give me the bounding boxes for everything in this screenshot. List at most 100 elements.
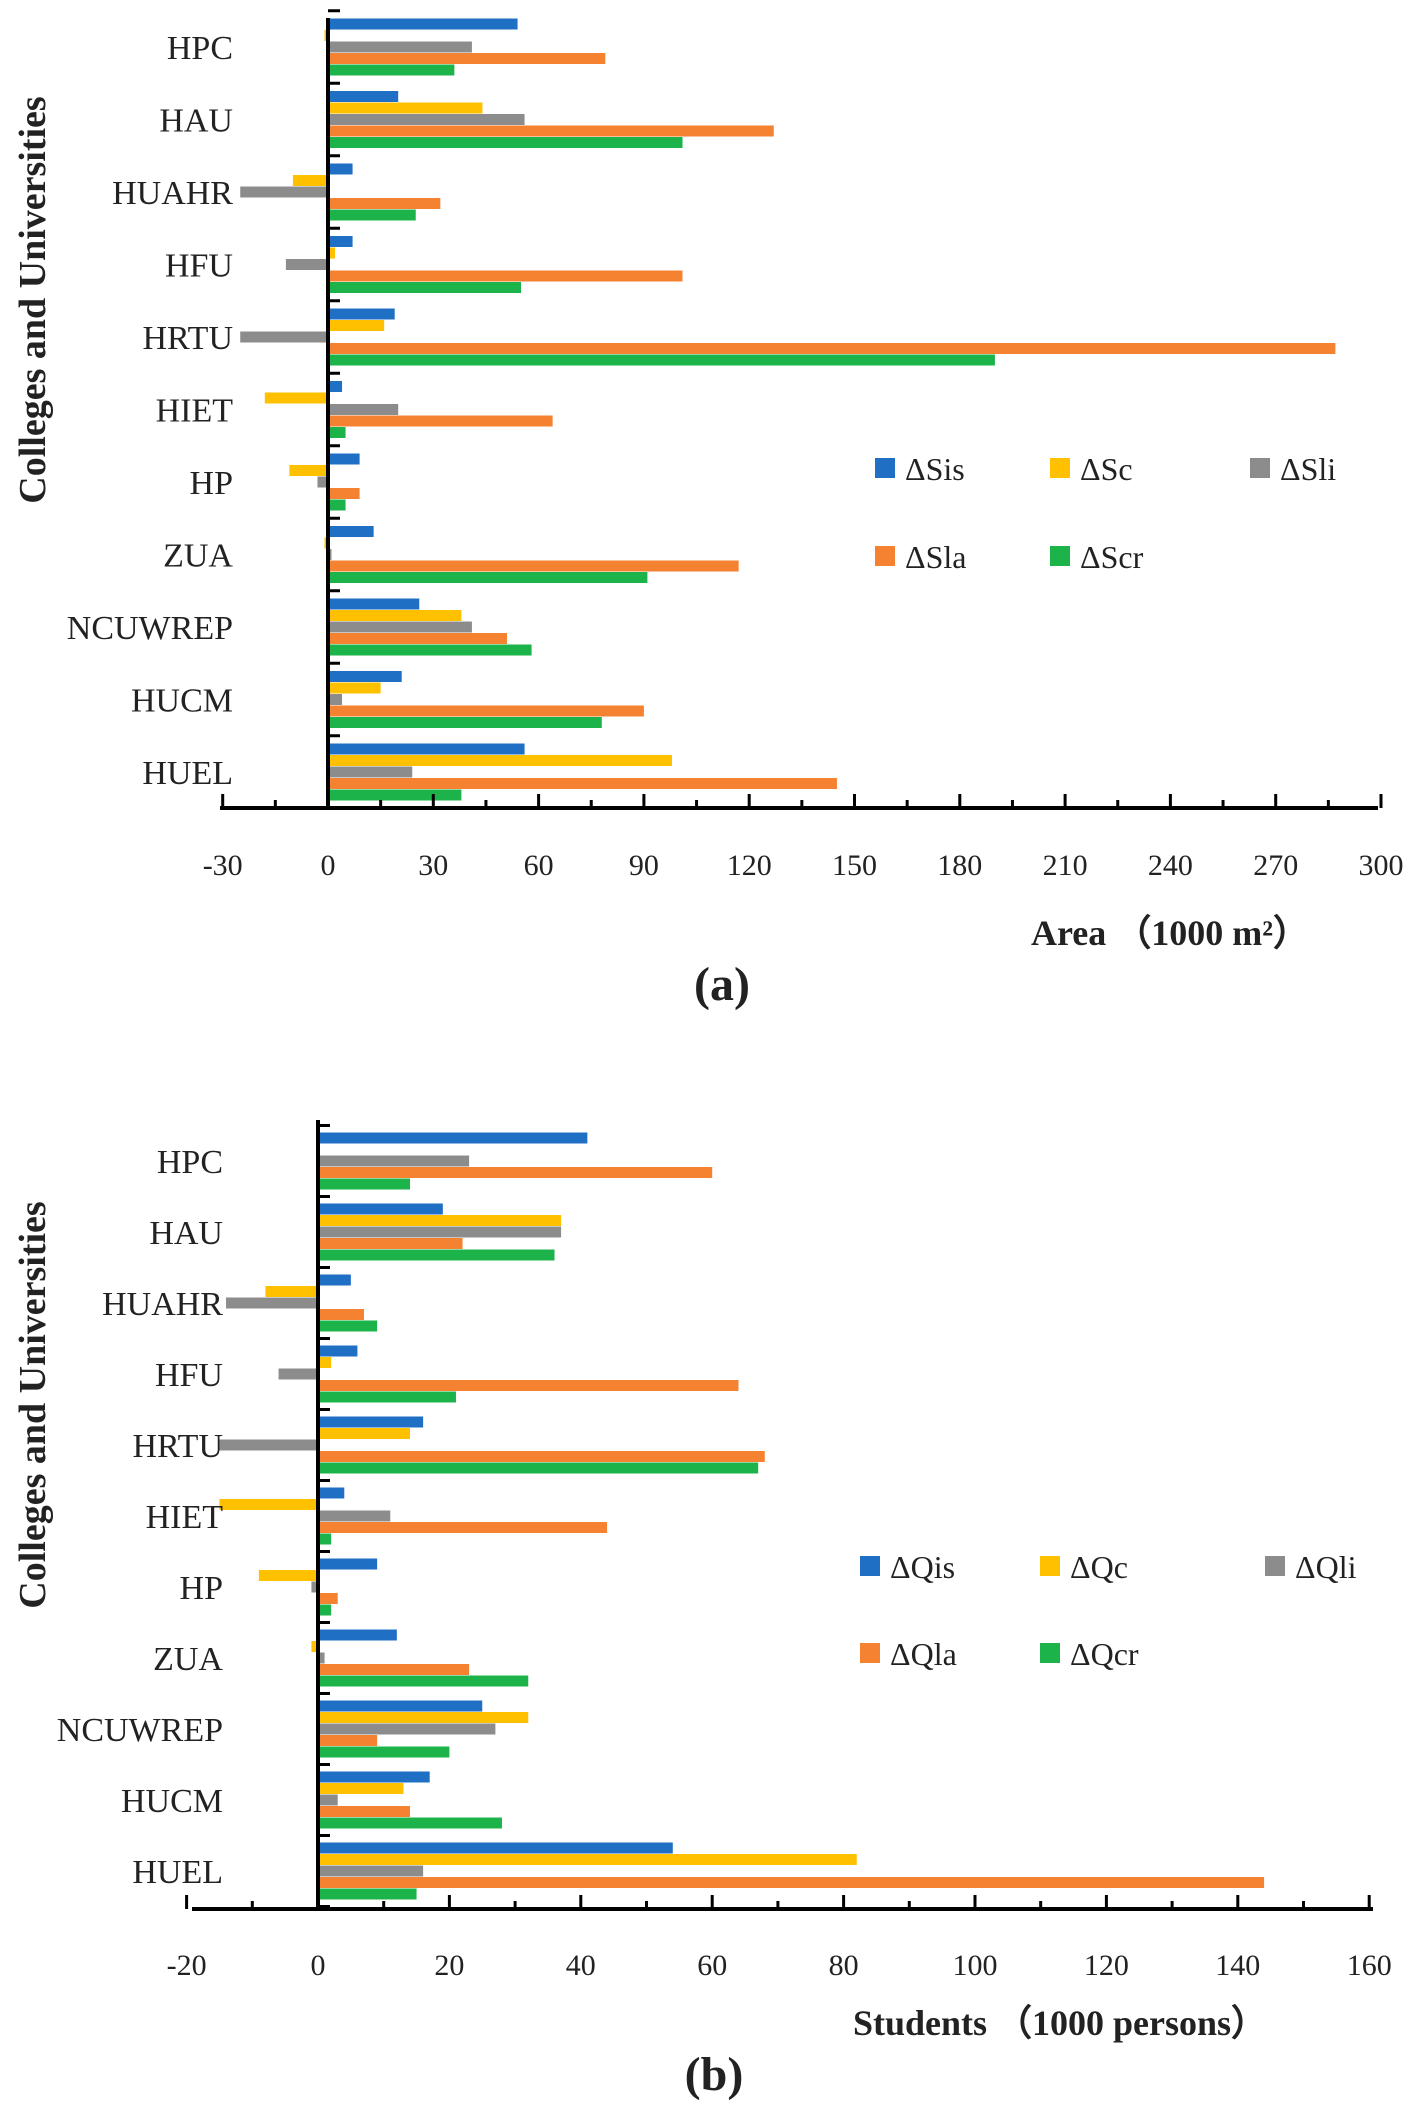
legend-label: ΔSis	[905, 451, 965, 487]
bar-huel-series-1	[318, 1842, 673, 1854]
category-label: HRTU	[142, 320, 233, 357]
bar-hpc-series-3	[328, 41, 472, 53]
bar-hucm-series-3	[318, 1794, 338, 1806]
x-tick-label: 210	[1043, 849, 1088, 882]
bar-hp-series-1	[318, 1558, 378, 1570]
legend-label: ΔSla	[905, 539, 966, 575]
bar-hp-series-5	[318, 1604, 332, 1616]
bar-hpc-series-5	[318, 1178, 410, 1190]
bar-ncuwrep-series-2	[328, 610, 462, 621]
legend-label: ΔQla	[890, 1636, 957, 1672]
bar-huahr-series-5	[318, 1320, 378, 1332]
bar-hucm-series-4	[328, 705, 644, 717]
legend-swatch-3	[1265, 1556, 1285, 1576]
x-tick-label: 140	[1215, 1949, 1260, 1982]
legend-swatch-5	[1040, 1643, 1060, 1663]
bar-huel-series-4	[328, 778, 837, 789]
legend-label: ΔQc	[1070, 1549, 1128, 1585]
bar-hau-series-4	[318, 1238, 463, 1249]
panel-a-area-chart: HPC HAU HUAHR HFU HRTU HIET HP ZUA NCUWREP HUCM HU…	[12, 9, 1404, 1011]
x-axis-title: Students （1000 persons）	[853, 2003, 1267, 2043]
x-tick-label: 120	[727, 849, 772, 882]
bar-hrtu-series-3	[240, 331, 328, 343]
bar-hpc-series-1	[328, 18, 518, 30]
bar-ncuwrep-series-4	[318, 1735, 378, 1746]
bar-hfu-series-1	[318, 1345, 358, 1357]
category-label: HUCM	[131, 683, 233, 720]
x-tick-label: -20	[167, 1949, 207, 1982]
bar-hfu-series-3	[285, 259, 328, 270]
bar-hucm-series-5	[328, 717, 602, 728]
bar-hiet-series-5	[318, 1533, 332, 1545]
x-axis-title: Area （1000 m²）	[1031, 913, 1309, 953]
x-tick-label: 0	[321, 849, 336, 882]
bar-ncuwrep-series-1	[318, 1700, 483, 1712]
bar-hfu-series-2	[328, 247, 336, 259]
legend-swatch-4	[875, 546, 895, 566]
category-label: HUAHR	[112, 175, 233, 212]
x-tick-label: 270	[1253, 849, 1298, 882]
bar-huel-series-4	[318, 1877, 1265, 1888]
bar-zua-series-4	[328, 560, 739, 572]
bar-hpc-series-4	[328, 53, 606, 64]
bar-hiet-series-3	[328, 404, 399, 415]
bar-hrtu-series-2	[318, 1428, 410, 1439]
category-label: HIET	[146, 1499, 224, 1536]
bar-hau-series-1	[328, 91, 399, 102]
bar-hp-series-4	[318, 1593, 338, 1604]
y-axis-title: Colleges and Universities	[12, 96, 54, 503]
bar-huel-series-3	[318, 1865, 424, 1877]
legend-swatch-3	[1250, 458, 1270, 478]
bar-hrtu-series-5	[318, 1462, 759, 1474]
legend-swatch-5	[1050, 546, 1070, 566]
bar-hucm-series-2	[318, 1783, 404, 1794]
x-tick-label: 0	[311, 1949, 326, 1982]
category-label: HUEL	[142, 755, 233, 792]
bar-hp-series-2	[289, 465, 328, 476]
legend-swatch-2	[1050, 458, 1070, 478]
legend-swatch-1	[875, 458, 895, 478]
bar-zua-series-3	[318, 1652, 325, 1664]
bar-ncuwrep-series-3	[328, 621, 472, 633]
bar-zua-series-4	[318, 1664, 470, 1675]
y-axis-title: Colleges and Universities	[12, 1201, 54, 1608]
bar-hfu-series-1	[328, 236, 353, 247]
bar-hrtu-series-5	[328, 354, 995, 366]
bar-hfu-series-4	[318, 1380, 739, 1391]
bar-huahr-series-3	[226, 1297, 318, 1309]
x-tick-label: 90	[629, 849, 659, 882]
bar-ncuwrep-series-1	[328, 598, 420, 610]
x-tick-label: 150	[832, 849, 877, 882]
bar-hau-series-4	[328, 125, 774, 137]
x-tick-label: 40	[566, 1949, 596, 1982]
bar-hucm-series-3	[328, 694, 343, 705]
x-tick-label: -30	[203, 849, 243, 882]
bar-hp-series-2	[258, 1570, 318, 1581]
bar-hrtu-series-1	[328, 308, 395, 320]
category-label: HAU	[159, 103, 233, 140]
bar-hiet-series-2	[264, 392, 328, 404]
bar-huahr-series-1	[328, 163, 353, 175]
category-label: ZUA	[153, 1641, 223, 1678]
bar-hiet-series-3	[318, 1510, 391, 1522]
bar-hp-series-5	[328, 499, 346, 511]
bar-hau-series-5	[328, 137, 683, 148]
bar-hau-series-2	[318, 1215, 562, 1226]
bar-hfu-series-3	[278, 1368, 318, 1380]
bar-hrtu-series-4	[318, 1451, 765, 1462]
bar-zua-series-1	[318, 1629, 397, 1641]
x-tick-label: 30	[418, 849, 448, 882]
bar-hrtu-series-2	[328, 320, 385, 331]
bar-hrtu-series-4	[328, 343, 1336, 354]
bar-hiet-series-2	[219, 1499, 318, 1510]
bar-hrtu-series-3	[219, 1439, 318, 1451]
bar-huahr-series-5	[328, 209, 416, 221]
bar-hiet-series-4	[328, 415, 553, 427]
bar-huel-series-1	[328, 743, 525, 755]
bar-zua-series-2	[311, 1641, 318, 1652]
bar-hfu-series-5	[318, 1391, 456, 1403]
legend-label: ΔQis	[890, 1549, 955, 1585]
bar-huel-series-2	[328, 755, 672, 766]
bar-huel-series-3	[328, 766, 413, 778]
